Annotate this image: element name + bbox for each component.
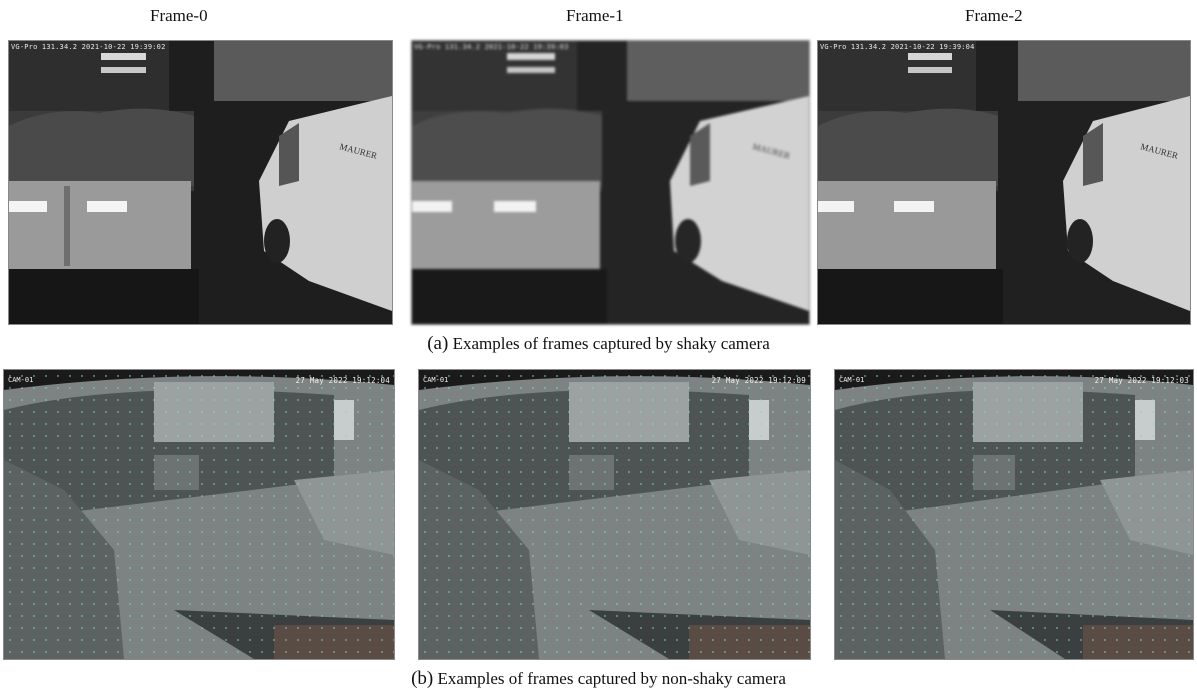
frame-2-label: Frame-2 — [965, 6, 1023, 25]
truck-van-scene-image-blurred: MAURER — [412, 41, 809, 324]
nonshaky-frame-0: CAM-01 27 May 2022 19:12:04 — [3, 369, 395, 660]
shaky-frame-2-timestamp: VG-Pro 131.34.2 2021-10-22 19:39:04 — [820, 43, 975, 51]
yard-scene-image — [4, 370, 394, 659]
nonshaky-frame-1-camera-id: CAM-01 — [423, 376, 449, 384]
shaky-frame-0: MAURER VG-Pro 131.34.2 2021-10-22 19:39:… — [8, 40, 393, 325]
truck-van-scene-image: MAURER — [9, 41, 392, 324]
nonshaky-frame-1-datetime: 27 May 2022 19:12:09 — [711, 376, 806, 385]
caption-a-tag: (a) — [427, 333, 449, 354]
truck-van-scene-image: MAURER — [818, 41, 1190, 324]
frame-0-label: Frame-0 — [150, 6, 208, 25]
yard-scene-image — [419, 370, 810, 659]
caption-a-text: Examples of frames captured by shaky cam… — [452, 334, 770, 353]
nonshaky-frame-2: CAM-01 27 May 2022 19:12:03 — [834, 369, 1194, 660]
nonshaky-frame-0-datetime: 27 May 2022 19:12:04 — [295, 376, 390, 385]
shaky-frame-1-timestamp: VG-Pro 131.34.2 2021-10-22 19:39:03 — [414, 43, 569, 51]
nonshaky-frame-0-camera-id: CAM-01 — [8, 376, 34, 384]
nonshaky-frame-1: CAM-01 27 May 2022 19:12:09 — [418, 369, 811, 660]
frame-1-label: Frame-1 — [566, 6, 624, 25]
caption-b-tag: (b) — [411, 668, 434, 689]
shaky-frame-0-timestamp: VG-Pro 131.34.2 2021-10-22 19:39:02 — [11, 43, 166, 51]
shaky-frame-1: MAURER VG-Pro 131.34.2 2021-10-22 19:39:… — [411, 40, 810, 325]
nonshaky-frame-2-camera-id: CAM-01 — [839, 376, 865, 384]
caption-a: (a) Examples of frames captured by shaky… — [0, 333, 1197, 355]
yard-scene-image — [835, 370, 1193, 659]
shaky-frame-2: MAURER VG-Pro 131.34.2 2021-10-22 19:39:… — [817, 40, 1191, 325]
nonshaky-frame-2-datetime: 27 May 2022 19:12:03 — [1094, 376, 1189, 385]
caption-b: (b) Examples of frames captured by non-s… — [0, 668, 1197, 690]
caption-b-text: Examples of frames captured by non-shaky… — [437, 669, 786, 688]
